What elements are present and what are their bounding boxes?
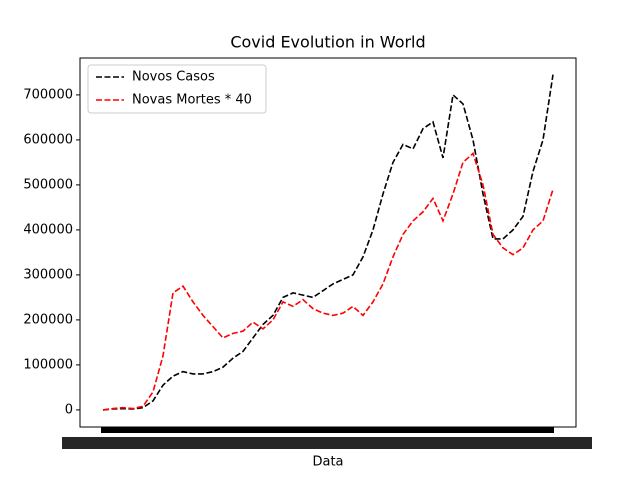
legend-label: Novos Casos <box>132 70 215 85</box>
y-tick-label: 0 <box>65 402 73 417</box>
x-axis-label: Data <box>312 455 343 470</box>
y-tick-label: 300000 <box>23 267 73 282</box>
y-tick-label: 500000 <box>23 177 73 192</box>
y-tick-label: 200000 <box>23 312 73 327</box>
y-tick-label: 700000 <box>23 87 73 102</box>
y-tick-label: 600000 <box>23 132 73 147</box>
x-tick-band <box>101 427 554 433</box>
legend-label: Novas Mortes * 40 <box>132 93 252 108</box>
y-tick-label: 400000 <box>23 222 73 237</box>
line-series <box>102 151 554 411</box>
x-tick-labels-overlap <box>62 437 592 449</box>
y-tick-label: 100000 <box>23 357 73 372</box>
chart-title: Covid Evolution in World <box>230 33 425 52</box>
legend-box <box>87 64 267 114</box>
